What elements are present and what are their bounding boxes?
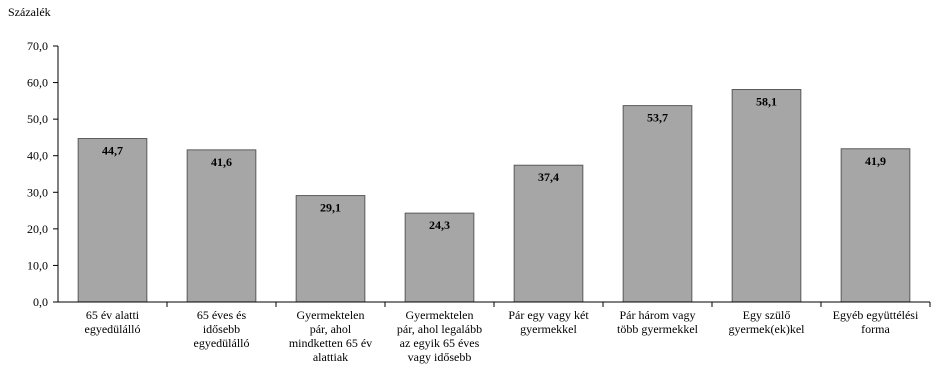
bar-value-label: 58,1: [756, 95, 777, 109]
x-category-label-line: Pár három vagy: [620, 308, 696, 322]
bar: [513, 164, 584, 303]
x-category-label: Pár egy vagy két gyermekkel: [508, 308, 589, 336]
x-category-label: 65 év alatti egyedülálló: [85, 308, 141, 336]
x-category-label-line: egyedülálló: [194, 336, 250, 350]
x-category-label-line: az egyik 65 éves: [400, 336, 480, 350]
y-tick-label: 30,0: [27, 185, 48, 199]
x-category-label-line: pár, ahol: [310, 322, 352, 336]
x-category-label: Gyermektelen pár, ahol legalább az egyik 6…: [397, 308, 482, 364]
x-category-label: Egyéb együttélési forma: [833, 308, 919, 336]
x-category-label-line: mindketten 65 év: [289, 336, 372, 350]
y-tick-label: 50,0: [27, 112, 48, 126]
bar: [840, 148, 911, 303]
bar-value-label: 24,3: [429, 218, 450, 232]
x-category-label-line: Egyéb együttélési: [833, 308, 919, 322]
x-category-label-line: vagy idősebb: [408, 350, 472, 364]
bar-value-label: 41,6: [211, 155, 232, 169]
x-category-label-line: gyermekkel: [520, 322, 577, 336]
x-category-label: Egy szülő gyermek(ek)kel: [729, 308, 806, 336]
x-category-label-line: pár, ahol legalább: [397, 322, 482, 336]
x-category-label-line: több gyermekkel: [617, 322, 699, 336]
x-category-label-line: Gyermektelen: [297, 308, 365, 322]
x-category-label-line: 65 év alatti: [86, 308, 140, 322]
bar-value-label: 44,7: [102, 144, 123, 158]
x-category-label-line: gyermek(ek)kel: [729, 322, 806, 336]
bar: [295, 195, 366, 303]
x-category-label: 65 éves és idősebb egyedülálló: [194, 308, 250, 350]
y-axis-label: Százalék: [8, 5, 51, 19]
x-category-label-line: Egy szülő: [743, 308, 791, 322]
x-category-label-line: forma: [861, 322, 890, 336]
x-category-label: Gyermektelen pár, ahol mindketten 65 év ala…: [289, 308, 372, 364]
y-tick-label: 10,0: [27, 258, 48, 272]
y-tick-label: 70,0: [27, 39, 48, 53]
bar-value-label: 37,4: [538, 170, 559, 184]
bar: [622, 105, 693, 303]
x-category-label-line: 65 éves és: [197, 308, 247, 322]
y-tick-label: 40,0: [27, 149, 48, 163]
x-category-label-line: alattiak: [313, 350, 348, 364]
y-tick-label: 20,0: [27, 222, 48, 236]
x-category-label: Pár három vagy több gyermekkel: [617, 308, 699, 336]
x-category-label-line: egyedülálló: [85, 322, 141, 336]
bar: [77, 138, 148, 303]
x-category-label-line: Pár egy vagy két: [508, 308, 589, 322]
bar: [186, 149, 257, 303]
y-tick-label: 0,0: [33, 295, 48, 309]
bar: [731, 89, 802, 303]
bar: [404, 212, 475, 303]
x-category-label-line: idősebb: [203, 322, 240, 336]
y-tick-label: 60,0: [27, 76, 48, 90]
bar-value-label: 41,9: [865, 154, 886, 168]
x-category-label-line: Gyermektelen: [406, 308, 474, 322]
bar-value-label: 53,7: [647, 111, 668, 125]
bar-value-label: 29,1: [320, 201, 341, 215]
